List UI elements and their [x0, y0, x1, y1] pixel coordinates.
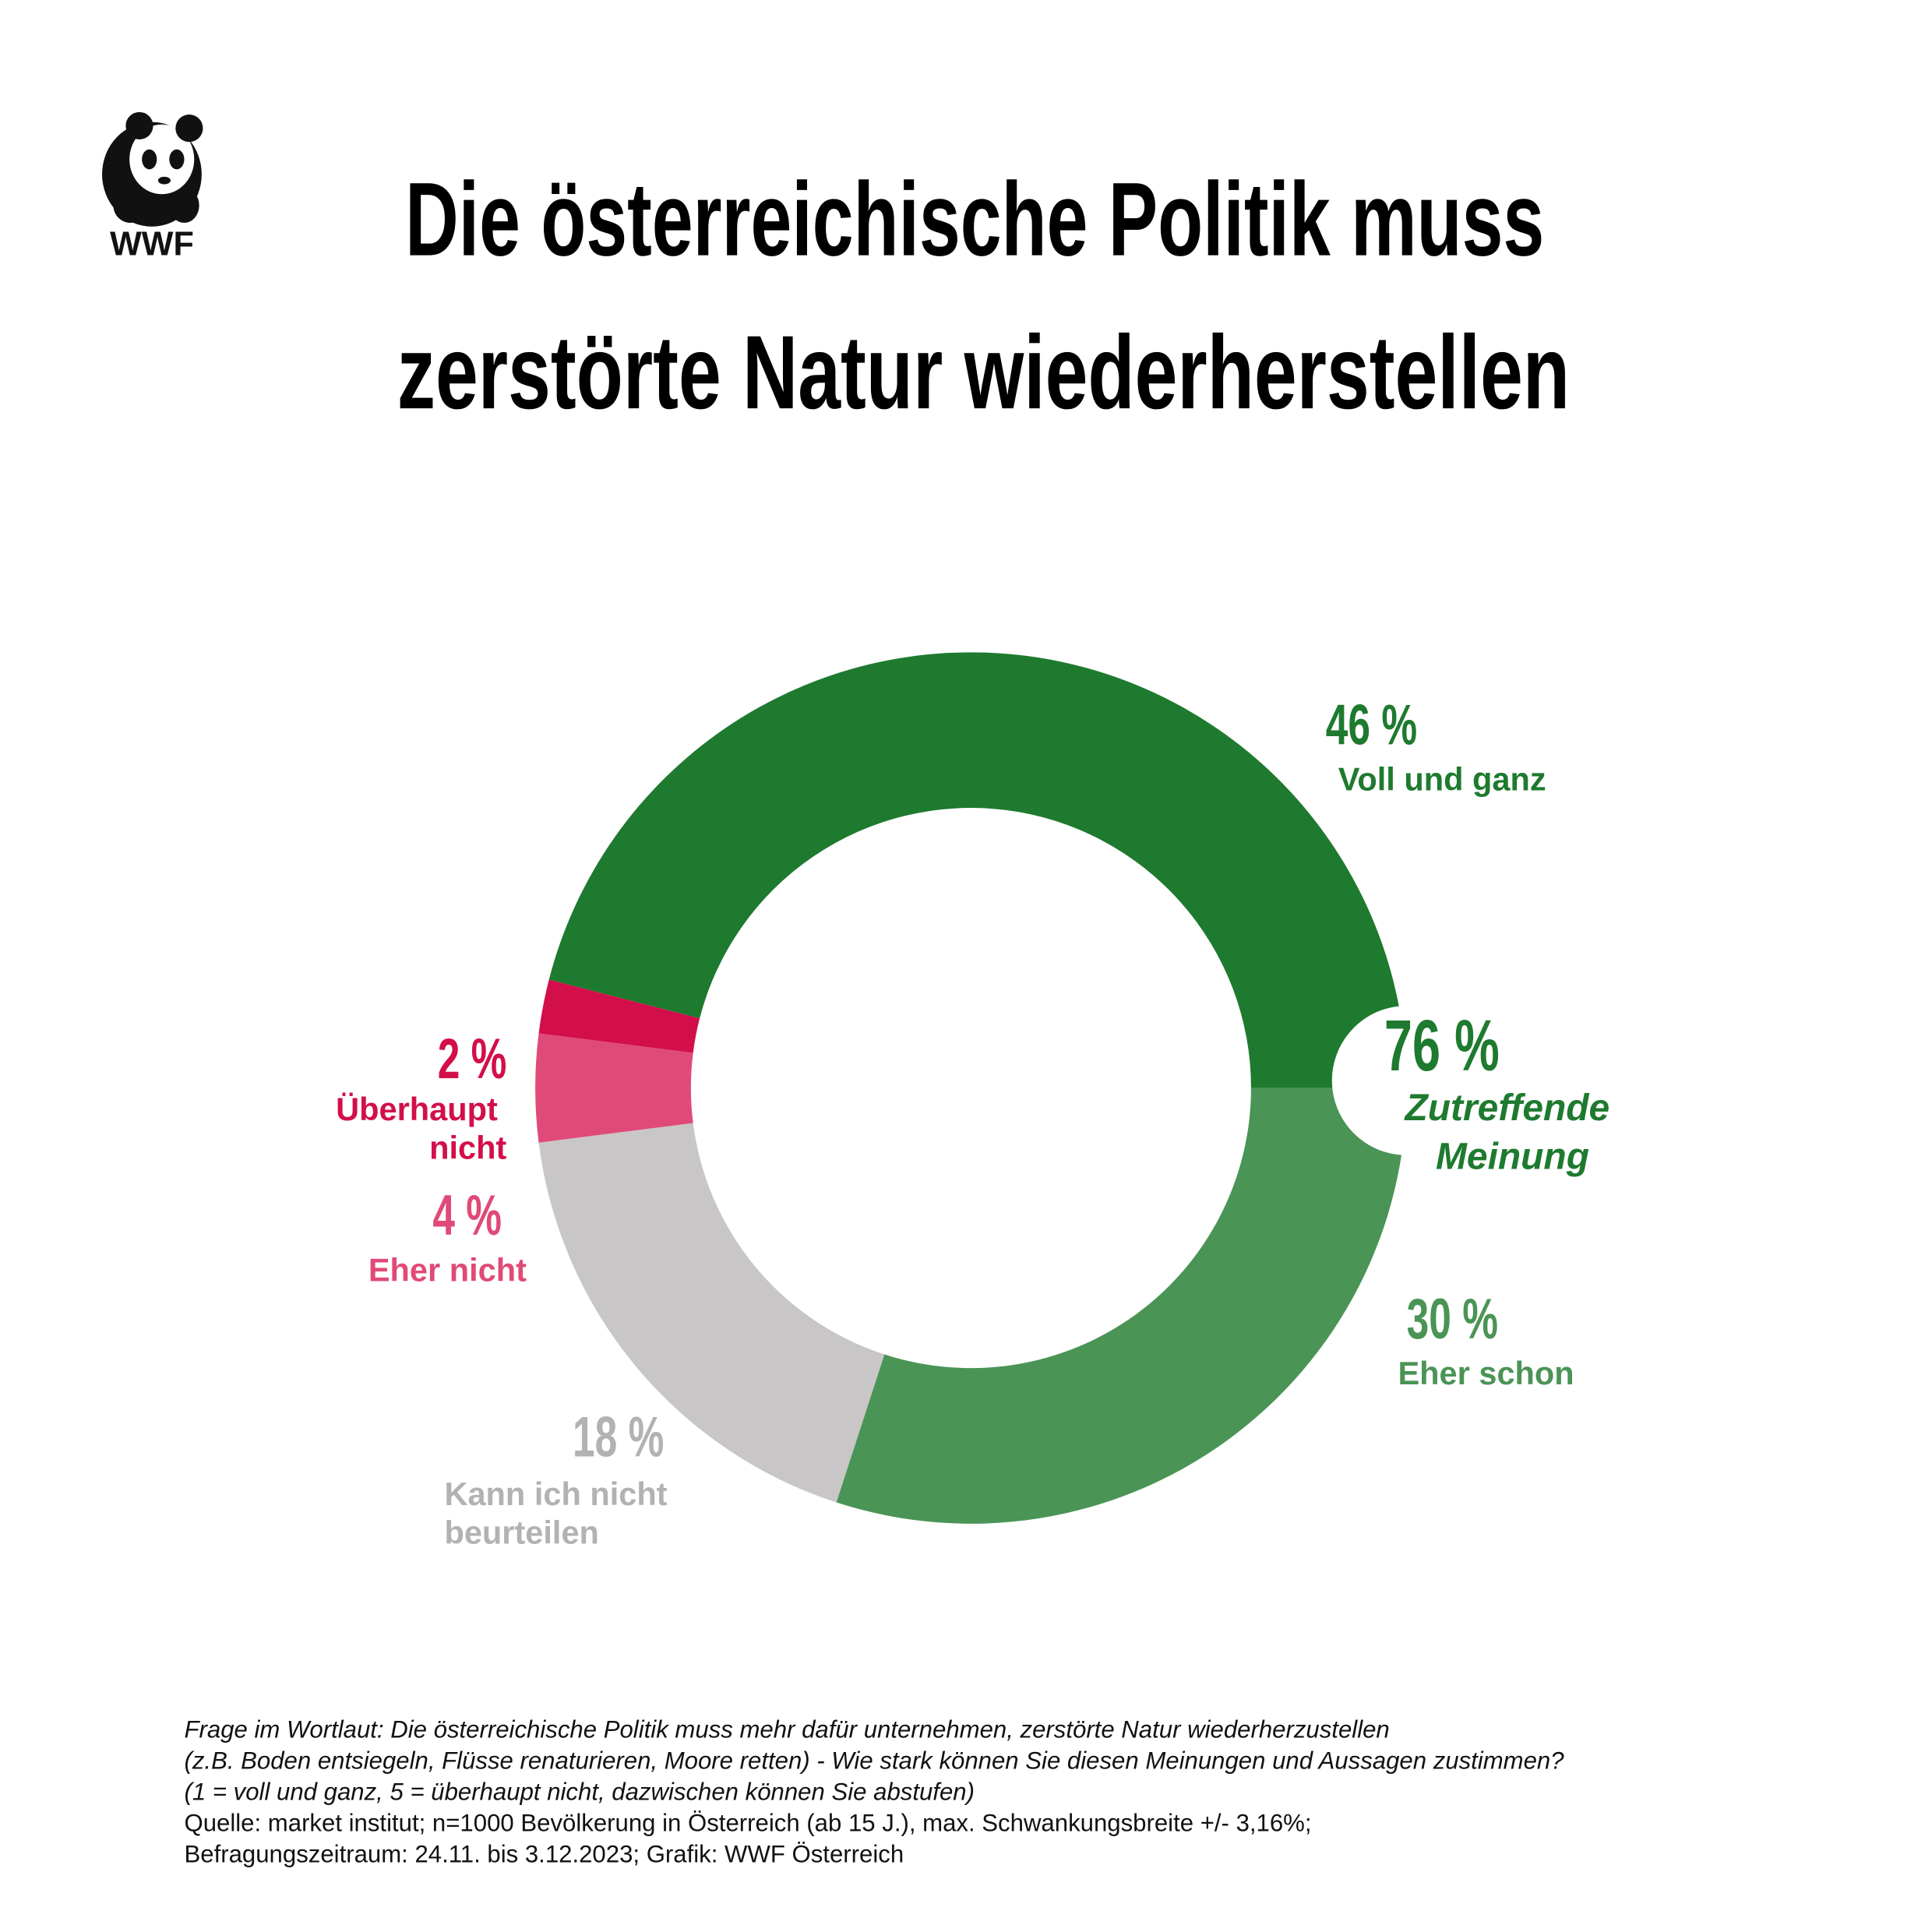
- annotation-notch: [1331, 1006, 1482, 1155]
- logo-text: WWF: [110, 226, 194, 263]
- chart-title: zerstörte Natur wiederherstellen: [397, 314, 1570, 431]
- value-label: 30 %: [1407, 1288, 1498, 1351]
- value-label: 2 %: [438, 1028, 507, 1091]
- footnote-line: (z.B. Boden entsiegeln, Flüsse renaturie…: [184, 1747, 1564, 1775]
- category-label: Kann ich nicht beurteilen: [444, 1475, 676, 1551]
- donut: [535, 652, 1407, 1524]
- donut-slice: [836, 1088, 1407, 1524]
- category-label: Überhaupt nicht: [336, 1091, 506, 1166]
- donut-slice: [538, 1123, 885, 1503]
- value-label: 46 %: [1326, 694, 1417, 757]
- value-label: 4 %: [432, 1184, 502, 1247]
- footnote-line: (1 = voll und ganz, 5 = überhaupt nicht,…: [184, 1779, 974, 1806]
- chart-title: Die österreichische Politik muss: [405, 161, 1544, 278]
- category-label: Voll und ganz: [1338, 761, 1546, 798]
- annotation-text: Zutreffende Meinung: [1403, 1088, 1620, 1177]
- footnote: Frage im Wortlaut: Die österreichische P…: [184, 1716, 1564, 1868]
- wwf-logo: WWF: [102, 111, 203, 263]
- donut-slice: [535, 1033, 693, 1143]
- category-label: Eher nicht: [368, 1251, 527, 1288]
- donut-slice: [548, 652, 1407, 1088]
- annotation-value: 76 %: [1384, 1006, 1500, 1086]
- value-label: 18 %: [573, 1406, 664, 1469]
- footnote-line: Frage im Wortlaut: Die österreichische P…: [184, 1716, 1389, 1743]
- footnote-line: Quelle: market institut; n=1000 Bevölker…: [184, 1810, 1311, 1837]
- donut-slice: [538, 979, 700, 1053]
- footnote-line: Befragungszeitraum: 24.11. bis 3.12.2023…: [184, 1841, 904, 1868]
- category-label: Eher schon: [1398, 1355, 1574, 1391]
